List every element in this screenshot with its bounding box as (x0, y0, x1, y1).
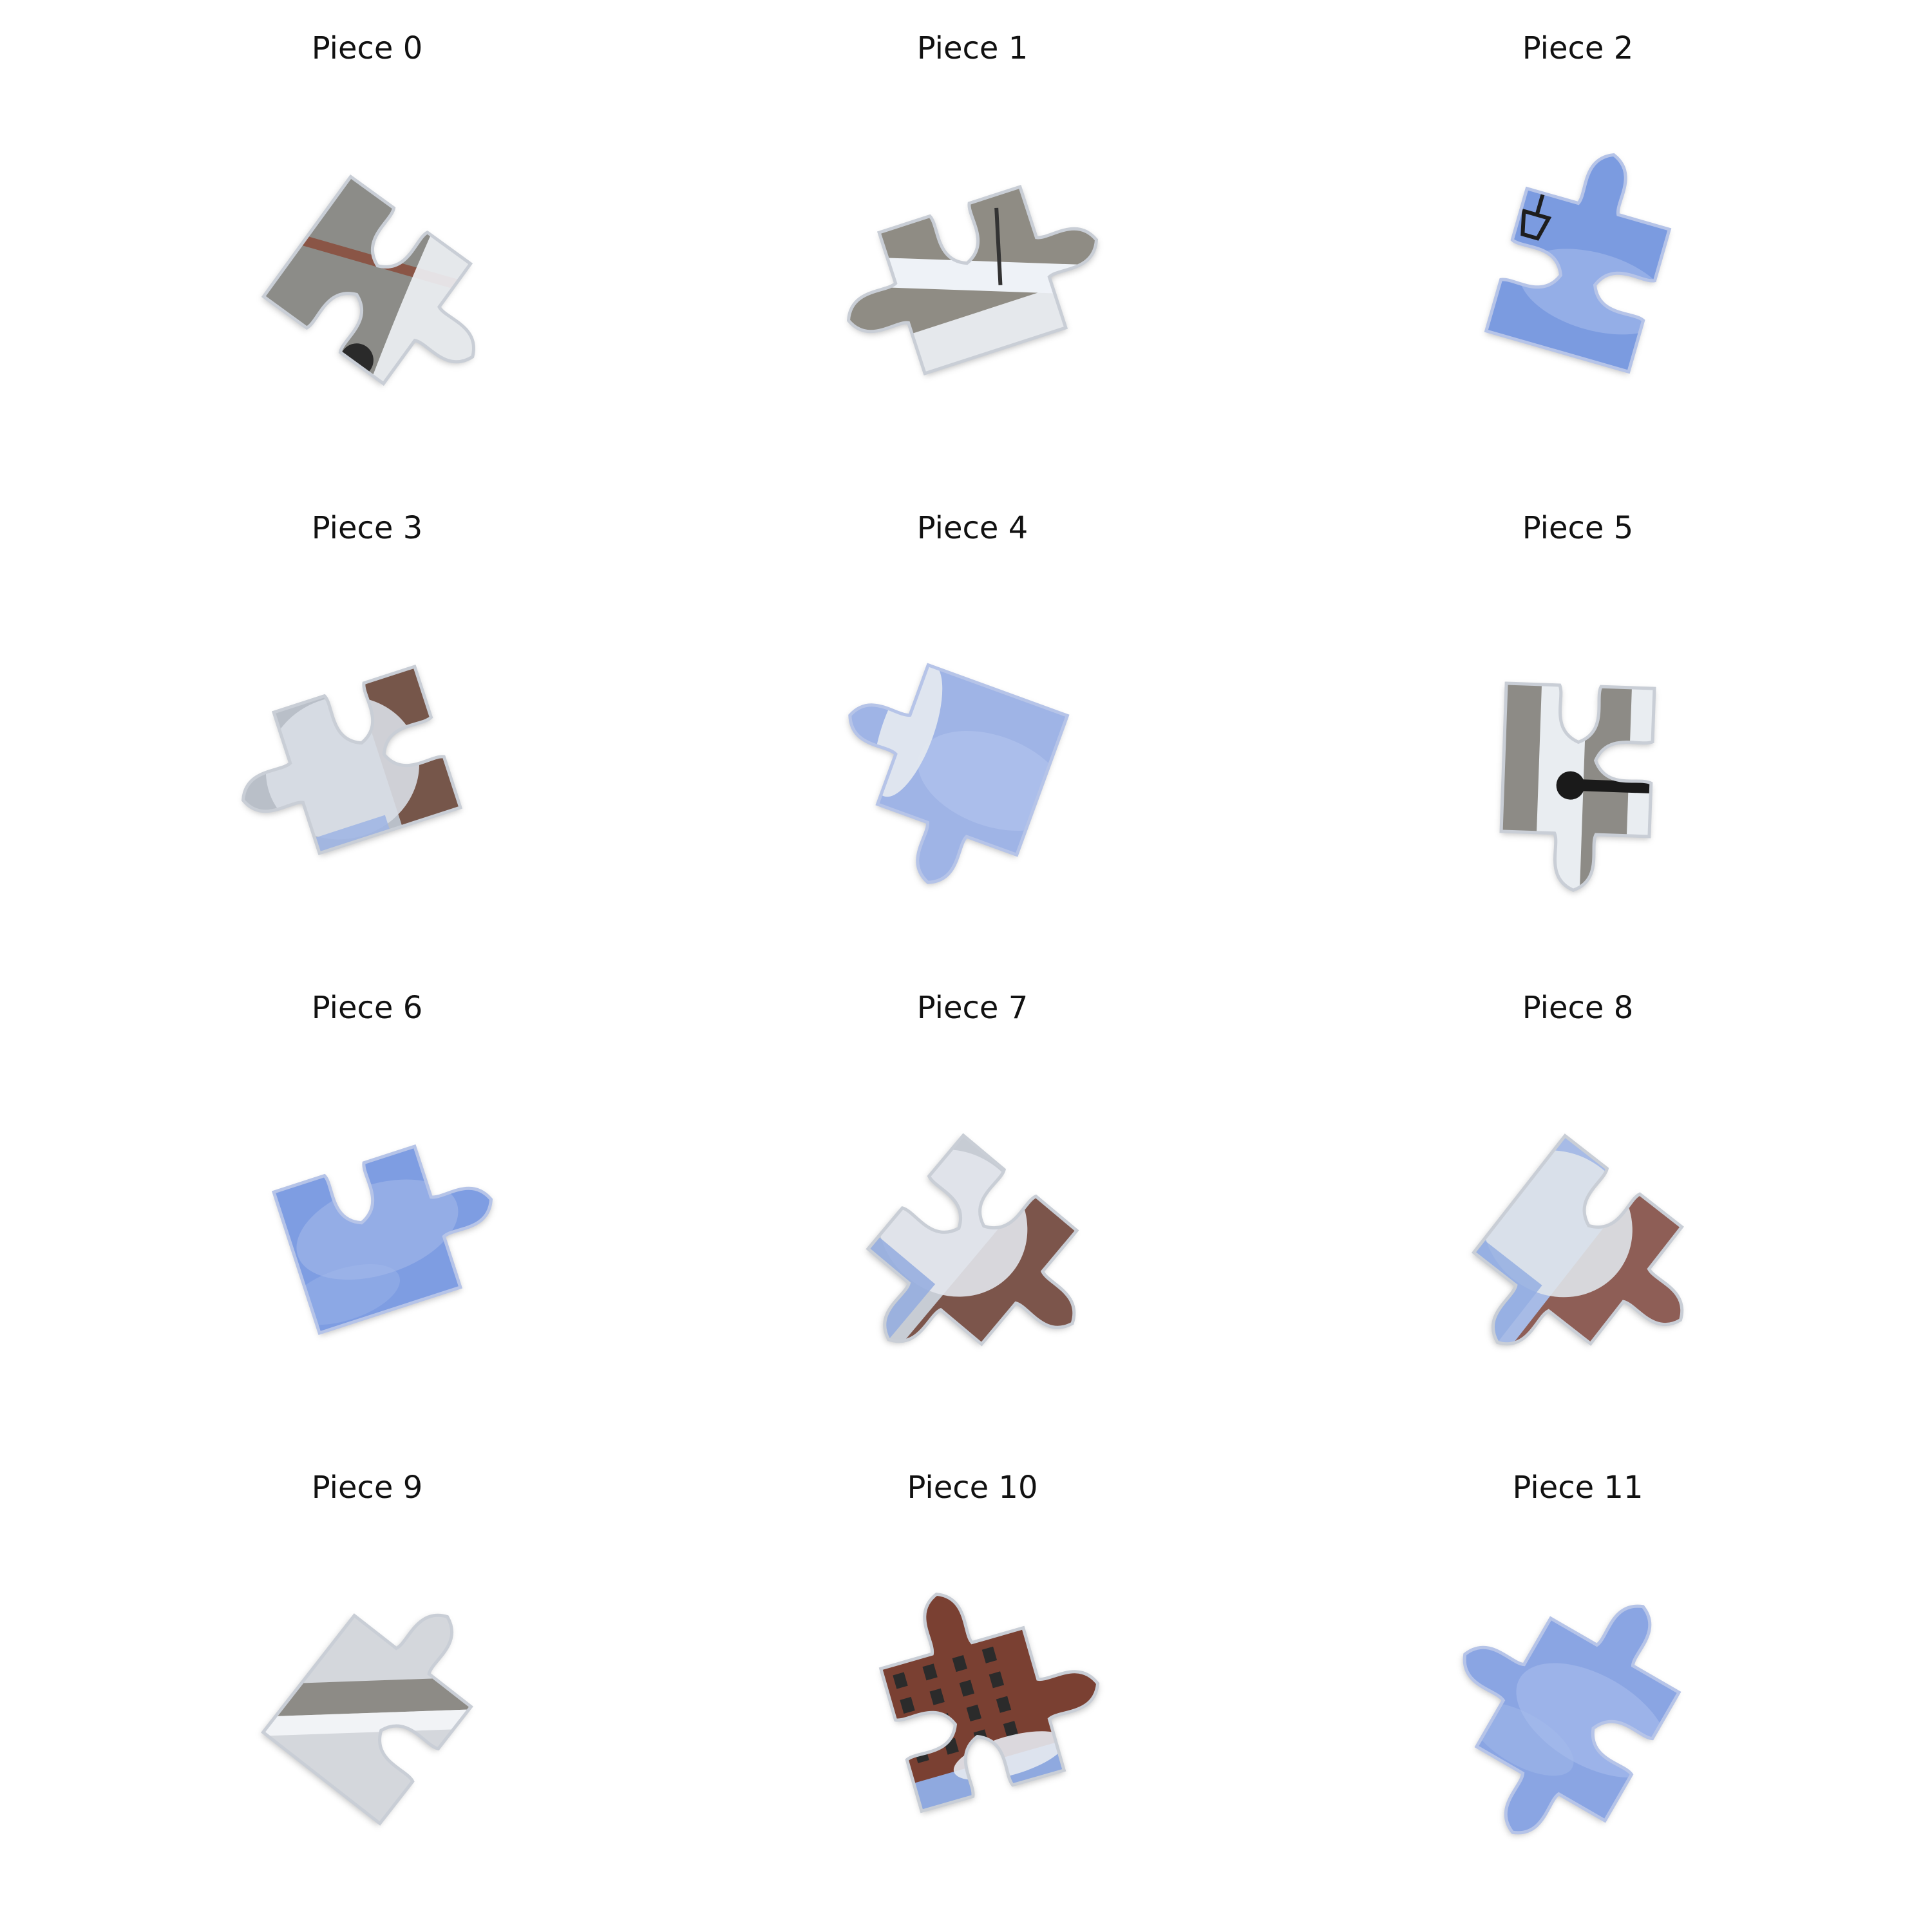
piece-title: Piece 9 (311, 1470, 423, 1506)
piece-cell: Piece 1 (670, 10, 1275, 489)
piece-shape (865, 1558, 1119, 1814)
piece-title: Piece 1 (916, 30, 1028, 66)
piece-shape (1399, 1541, 1707, 1870)
piece-shape (271, 1129, 515, 1336)
piece-cell: Piece 2 (1275, 10, 1880, 489)
puzzle-piece[interactable] (670, 1449, 1275, 1929)
piece-shape (1439, 1133, 1727, 1423)
piece-cell: Piece 4 (670, 489, 1275, 969)
piece-shape (220, 664, 463, 871)
puzzle-piece[interactable] (1275, 969, 1880, 1449)
piece-title: Piece 11 (1512, 1470, 1643, 1506)
piece-cell: Piece 3 (64, 489, 670, 969)
puzzle-piece[interactable] (64, 969, 670, 1449)
piece-cell: Piece 8 (1275, 969, 1880, 1449)
piece-title: Piece 3 (311, 510, 423, 546)
puzzle-piece[interactable] (1275, 1449, 1880, 1929)
piece-cell: Piece 0 (64, 10, 670, 489)
piece-title: Piece 6 (311, 990, 423, 1026)
puzzle-piece[interactable] (670, 10, 1275, 489)
piece-title: Piece 5 (1522, 510, 1634, 546)
puzzle-piece[interactable] (670, 489, 1275, 969)
piece-title: Piece 10 (907, 1470, 1038, 1506)
piece-shape (825, 169, 1120, 391)
piece-cell: Piece 6 (64, 969, 670, 1449)
puzzle-piece[interactable] (64, 10, 670, 489)
piece-shape (805, 645, 1070, 908)
piece-title: Piece 0 (311, 30, 423, 66)
piece-cell: Piece 11 (1275, 1449, 1880, 1929)
puzzle-piece[interactable] (1275, 10, 1880, 489)
puzzle-piece[interactable] (64, 1449, 670, 1929)
puzzle-piece[interactable] (64, 489, 670, 969)
piece-shape (1484, 134, 1685, 374)
piece-shape (1499, 681, 1656, 893)
piece-title: Piece 4 (916, 510, 1028, 546)
piece-cell: Piece 10 (670, 1449, 1275, 1929)
piece-shape (831, 1133, 1120, 1424)
piece-cell: Piece 9 (64, 1449, 670, 1929)
piece-cell: Piece 5 (1275, 489, 1880, 969)
puzzle-piece[interactable] (1275, 489, 1880, 969)
piece-title: Piece 8 (1522, 990, 1634, 1026)
piece-shape (261, 174, 516, 417)
piece-cell: Piece 7 (670, 969, 1275, 1449)
piece-title: Piece 2 (1522, 30, 1634, 66)
piece-title: Piece 7 (916, 990, 1028, 1026)
puzzle-piece[interactable] (670, 969, 1275, 1449)
piece-shape (261, 1571, 506, 1826)
